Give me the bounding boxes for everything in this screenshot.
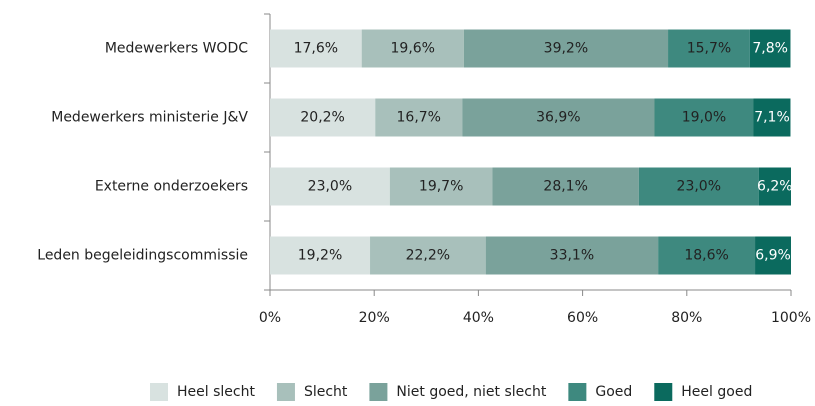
legend-swatch — [654, 383, 673, 401]
bar-segment — [668, 29, 750, 68]
legend-label: Heel goed — [681, 384, 752, 400]
bar-segment — [658, 236, 756, 275]
bar-segment — [270, 167, 390, 206]
y-tick-label: Medewerkers WODC — [105, 41, 248, 57]
legend-swatch — [150, 383, 168, 401]
bar-segment — [755, 236, 791, 275]
bar-segment — [463, 29, 669, 68]
bar-segment — [753, 98, 791, 137]
bar-segment — [370, 236, 486, 275]
legend-label: Niet goed, niet slecht — [396, 384, 546, 400]
value-label: 23,0% — [308, 179, 352, 195]
y-tick-label: Medewerkers ministerie J&V — [51, 110, 248, 126]
value-label: 36,9% — [536, 110, 580, 126]
value-label: 20,2% — [300, 110, 344, 126]
bar-segment — [375, 98, 463, 137]
legend-swatch — [369, 383, 388, 401]
legend-label: Slecht — [304, 384, 348, 400]
bar-segment — [758, 167, 791, 206]
bar-segment — [749, 29, 791, 68]
legend-swatch — [568, 383, 587, 401]
value-label: 28,1% — [543, 179, 587, 195]
value-label: 23,0% — [677, 179, 721, 195]
bar-segment — [361, 29, 464, 68]
legend-swatch — [276, 383, 295, 401]
legend-label: Goed — [595, 384, 632, 400]
value-label: 18,6% — [684, 248, 728, 264]
bar-segment — [270, 98, 376, 137]
x-tick-label: 20% — [359, 310, 390, 326]
bar-segment — [638, 167, 759, 206]
bar-segment — [492, 167, 639, 206]
x-tick-label: 40% — [463, 310, 494, 326]
bar-segment — [654, 98, 754, 137]
value-label: 7,8% — [752, 41, 788, 57]
value-label: 33,1% — [550, 248, 594, 264]
value-label: 19,7% — [419, 179, 463, 195]
value-label: 19,6% — [391, 41, 435, 57]
bar-segment — [485, 236, 659, 275]
value-label: 22,2% — [406, 248, 450, 264]
value-label: 7,1% — [754, 110, 790, 126]
y-tick-label: Leden begeleidingscommissie — [37, 248, 248, 264]
y-tick-label: Externe onderzoekers — [95, 179, 248, 195]
bar-segment — [270, 29, 362, 68]
value-label: 19,2% — [298, 248, 342, 264]
bar-segment — [389, 167, 493, 206]
bar-segment — [270, 236, 371, 275]
value-label: 6,2% — [757, 179, 793, 195]
value-label: 15,7% — [687, 41, 731, 57]
value-label: 17,6% — [294, 41, 338, 57]
value-label: 19,0% — [682, 110, 726, 126]
legend-label: Heel slecht — [177, 384, 255, 400]
x-tick-label: 0% — [259, 310, 281, 326]
x-tick-label: 100% — [771, 310, 811, 326]
x-tick-label: 80% — [671, 310, 702, 326]
bar-segment — [462, 98, 655, 137]
value-label: 39,2% — [544, 41, 588, 57]
value-label: 6,9% — [755, 248, 791, 264]
x-tick-label: 60% — [567, 310, 598, 326]
value-label: 16,7% — [397, 110, 441, 126]
